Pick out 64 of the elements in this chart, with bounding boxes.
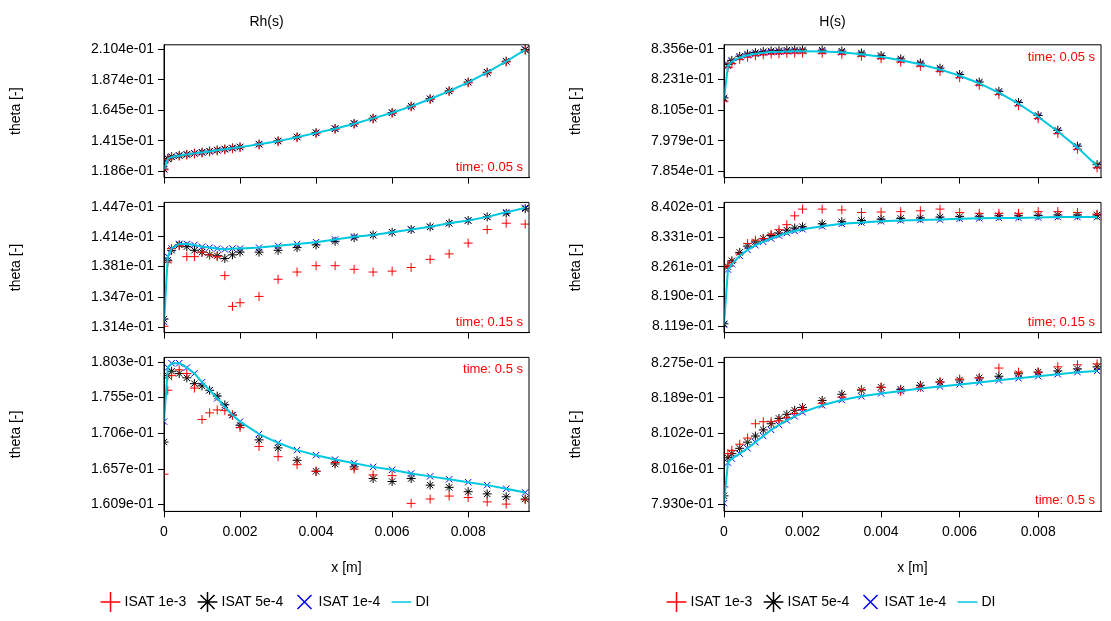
chart-title: H(s)	[819, 13, 846, 30]
annotation: time: 0.5 s	[463, 361, 524, 377]
y-tick-label: 8.231e-01	[650, 70, 715, 87]
y-tick-label: 8.261e-01	[650, 257, 715, 274]
y-tick-label: 1.381e-01	[90, 257, 155, 274]
y-tick-label: 8.402e-01	[650, 198, 715, 215]
x-axis-title: x [m]	[331, 559, 362, 576]
y-tick-label: 1.609e-01	[90, 494, 155, 511]
y-axis-title: theta [-]	[7, 87, 24, 135]
legend-label: ISAT 5e-4	[221, 592, 284, 609]
y-tick-label: 7.854e-01	[650, 162, 715, 179]
y-tick-label: 8.102e-01	[650, 424, 715, 441]
y-tick-label: 1.755e-01	[90, 388, 155, 405]
y-tick-label: 1.414e-01	[90, 227, 155, 244]
x-tick-label: 0.006	[374, 522, 410, 539]
y-axis-title: theta [-]	[7, 410, 24, 459]
y-tick-label: 1.415e-01	[90, 131, 155, 148]
y-tick-label: 1.874e-01	[90, 70, 155, 87]
y-tick-label: 8.331e-01	[650, 228, 715, 245]
y-tick-label: 8.275e-01	[650, 353, 715, 370]
y-tick-label: 2.104e-01	[90, 39, 155, 56]
y-tick-label: 1.186e-01	[90, 162, 155, 179]
annotation: time; 0.15 s	[1027, 313, 1096, 329]
y-tick-label: 1.314e-01	[90, 318, 155, 335]
y-axis-title: theta [-]	[567, 87, 584, 135]
y-tick-label: 1.657e-01	[90, 459, 155, 476]
y-tick-label: 8.356e-01	[650, 39, 715, 56]
legend-label: DI	[981, 592, 996, 609]
y-axis-title: theta [-]	[567, 243, 584, 292]
y-tick-label: 8.105e-01	[650, 100, 715, 117]
y-tick-label: 1.706e-01	[90, 424, 155, 441]
y-tick-label: 7.930e-01	[650, 494, 715, 511]
x-tick-label: 0	[720, 522, 729, 539]
y-tick-label: 7.979e-01	[650, 131, 715, 148]
y-tick-label: 8.189e-01	[650, 388, 715, 405]
y-tick-label: 8.119e-01	[651, 317, 715, 334]
x-axis-title: x [m]	[897, 559, 928, 576]
annotation: time; 0.15 s	[455, 313, 524, 329]
y-tick-label: 1.803e-01	[90, 353, 155, 370]
legend-label: ISAT 1e-3	[124, 592, 187, 609]
x-tick-label: 0.004	[298, 522, 334, 539]
x-tick-label: 0	[160, 522, 169, 539]
y-axis-title: theta [-]	[567, 410, 584, 459]
legend-label: ISAT 1e-4	[884, 592, 947, 609]
legend-label: DI	[415, 592, 430, 609]
y-tick-label: 8.190e-01	[650, 287, 715, 304]
legend-label: ISAT 5e-4	[787, 592, 850, 609]
x-tick-label: 0.002	[785, 522, 821, 539]
y-tick-label: 1.447e-01	[90, 197, 155, 214]
legend-label: ISAT 1e-3	[690, 592, 753, 609]
y-tick-label: 1.645e-01	[90, 100, 155, 117]
annotation: time; 0.05 s	[455, 158, 524, 174]
x-tick-label: 0.008	[1020, 522, 1056, 539]
annotation: time: 0.5 s	[1035, 492, 1096, 508]
chart-title: Rh(s)	[249, 13, 284, 30]
x-tick-label: 0.008	[450, 522, 486, 539]
x-tick-label: 0.004	[863, 522, 899, 539]
x-tick-label: 0.002	[222, 522, 258, 539]
y-tick-label: 1.347e-01	[90, 288, 155, 305]
legend-label: ISAT 1e-4	[318, 592, 381, 609]
annotation: time; 0.05 s	[1027, 48, 1096, 64]
x-tick-label: 0.006	[942, 522, 978, 539]
y-axis-title: theta [-]	[7, 243, 24, 292]
y-tick-label: 8.016e-01	[650, 459, 715, 476]
